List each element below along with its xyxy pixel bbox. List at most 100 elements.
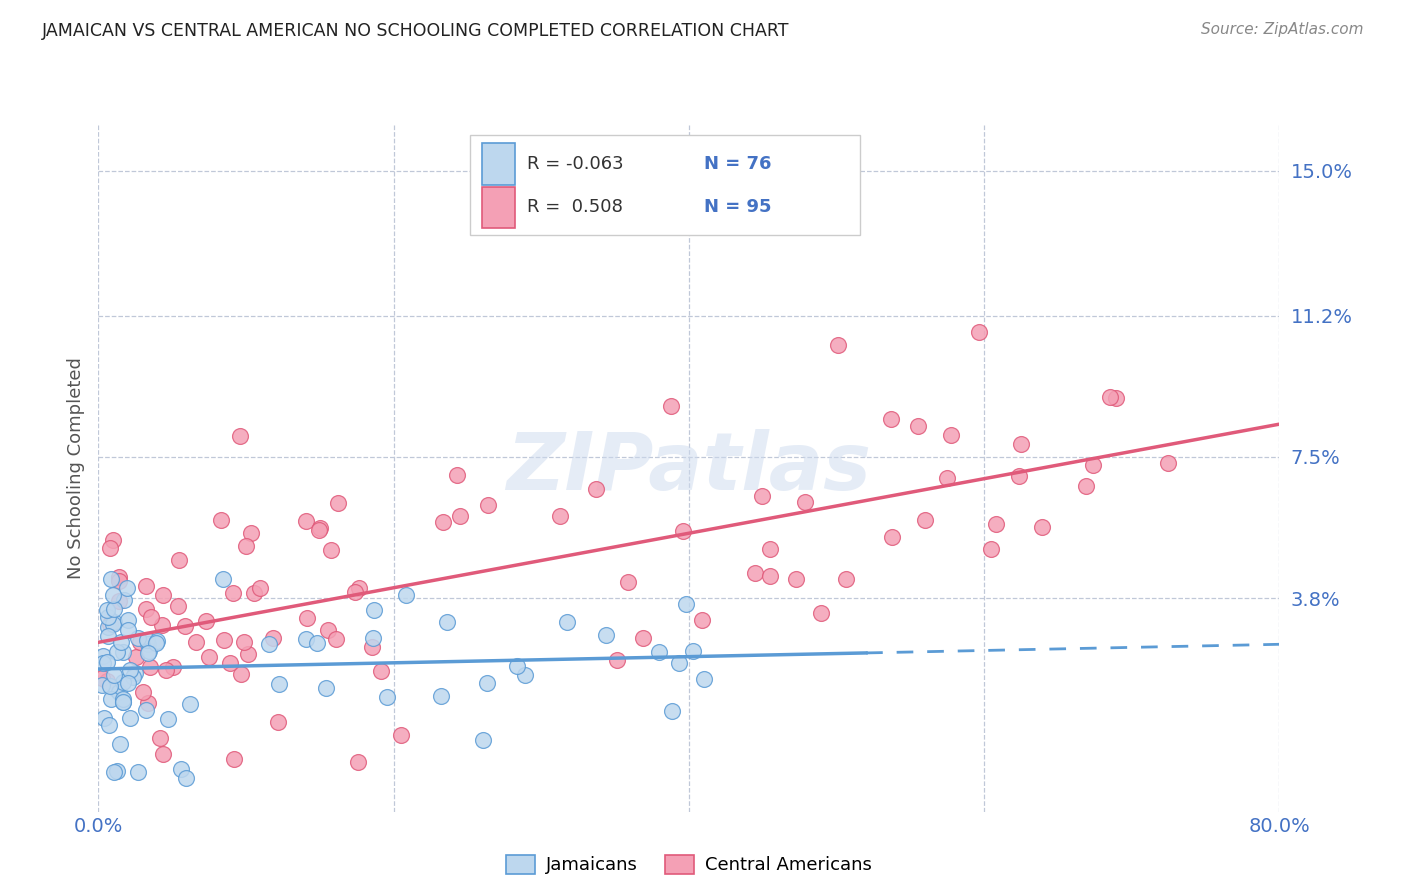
Point — [267, 715, 290, 730]
Point — [127, 631, 149, 645]
Point — [112, 592, 135, 607]
Point — [661, 704, 683, 718]
Point — [96, 603, 118, 617]
Point — [235, 539, 257, 553]
Point — [343, 585, 366, 599]
Point — [152, 747, 174, 762]
Point — [93, 711, 115, 725]
Point — [555, 615, 578, 629]
Point — [477, 499, 499, 513]
Point — [136, 697, 159, 711]
Text: JAMAICAN VS CENTRAL AMERICAN NO SCHOOLING COMPLETED CORRELATION CHART: JAMAICAN VS CENTRAL AMERICAN NO SCHOOLIN… — [42, 22, 790, 40]
Point — [167, 599, 190, 614]
Point — [430, 690, 453, 704]
Point — [315, 681, 337, 695]
Point — [325, 632, 347, 647]
Point — [690, 613, 713, 627]
Point — [118, 663, 141, 677]
Point — [827, 338, 849, 352]
Text: N = 95: N = 95 — [704, 198, 772, 216]
Point — [111, 695, 134, 709]
Point — [169, 553, 191, 567]
Point — [295, 611, 318, 625]
Text: R = -0.063: R = -0.063 — [527, 155, 624, 173]
Point — [693, 673, 716, 687]
Point — [389, 728, 412, 742]
Point — [240, 525, 263, 540]
Point — [810, 606, 832, 620]
Point — [129, 635, 152, 649]
Point — [135, 602, 157, 616]
Point — [267, 677, 290, 691]
Point — [111, 692, 134, 706]
Point — [98, 679, 121, 693]
Point — [249, 581, 271, 595]
Point — [1081, 458, 1104, 472]
Point — [103, 615, 125, 630]
Point — [112, 645, 135, 659]
Point — [108, 570, 131, 584]
Point — [136, 632, 159, 647]
Point — [758, 541, 780, 556]
Point — [146, 634, 169, 648]
Point — [1157, 456, 1180, 470]
Point — [1074, 478, 1097, 492]
Point — [360, 640, 382, 655]
Point — [155, 663, 177, 677]
Point — [136, 637, 159, 651]
Point — [122, 670, 145, 684]
Point — [103, 668, 125, 682]
Point — [96, 673, 118, 688]
Point — [212, 572, 235, 586]
Point — [617, 575, 640, 590]
Point — [262, 631, 284, 645]
Point — [659, 399, 682, 413]
Point — [675, 597, 697, 611]
Point — [506, 658, 529, 673]
Point — [907, 419, 929, 434]
Point — [108, 737, 131, 751]
Point — [135, 579, 157, 593]
Point — [436, 615, 458, 629]
Point — [97, 629, 120, 643]
Point — [141, 610, 163, 624]
Point — [108, 574, 131, 589]
Point — [682, 643, 704, 657]
Point — [105, 644, 128, 658]
FancyBboxPatch shape — [471, 136, 860, 235]
FancyBboxPatch shape — [482, 144, 516, 185]
Point — [117, 613, 139, 627]
Point — [835, 572, 858, 586]
Point — [308, 523, 330, 537]
Point — [184, 635, 207, 649]
Point — [219, 657, 242, 671]
Point — [477, 676, 499, 690]
Point — [174, 772, 197, 786]
Point — [100, 572, 122, 586]
Point — [1105, 391, 1128, 405]
Point — [156, 712, 179, 726]
Point — [150, 617, 173, 632]
Point — [105, 764, 128, 778]
Point — [668, 657, 690, 671]
Point — [97, 609, 120, 624]
Point — [914, 513, 936, 527]
Point — [111, 675, 134, 690]
Point — [97, 620, 120, 634]
Point — [969, 325, 991, 339]
Point — [91, 672, 114, 686]
Point — [209, 513, 232, 527]
Point — [432, 516, 454, 530]
Point — [101, 588, 124, 602]
Legend: Jamaicans, Central Americans: Jamaicans, Central Americans — [499, 848, 879, 881]
Point — [316, 624, 339, 638]
Point — [149, 731, 172, 745]
Point — [238, 647, 260, 661]
Point — [1031, 520, 1053, 534]
Point — [880, 530, 903, 544]
Point — [321, 542, 343, 557]
Point — [138, 644, 160, 658]
Point — [471, 733, 494, 747]
Point — [224, 752, 246, 766]
Point — [361, 632, 384, 646]
